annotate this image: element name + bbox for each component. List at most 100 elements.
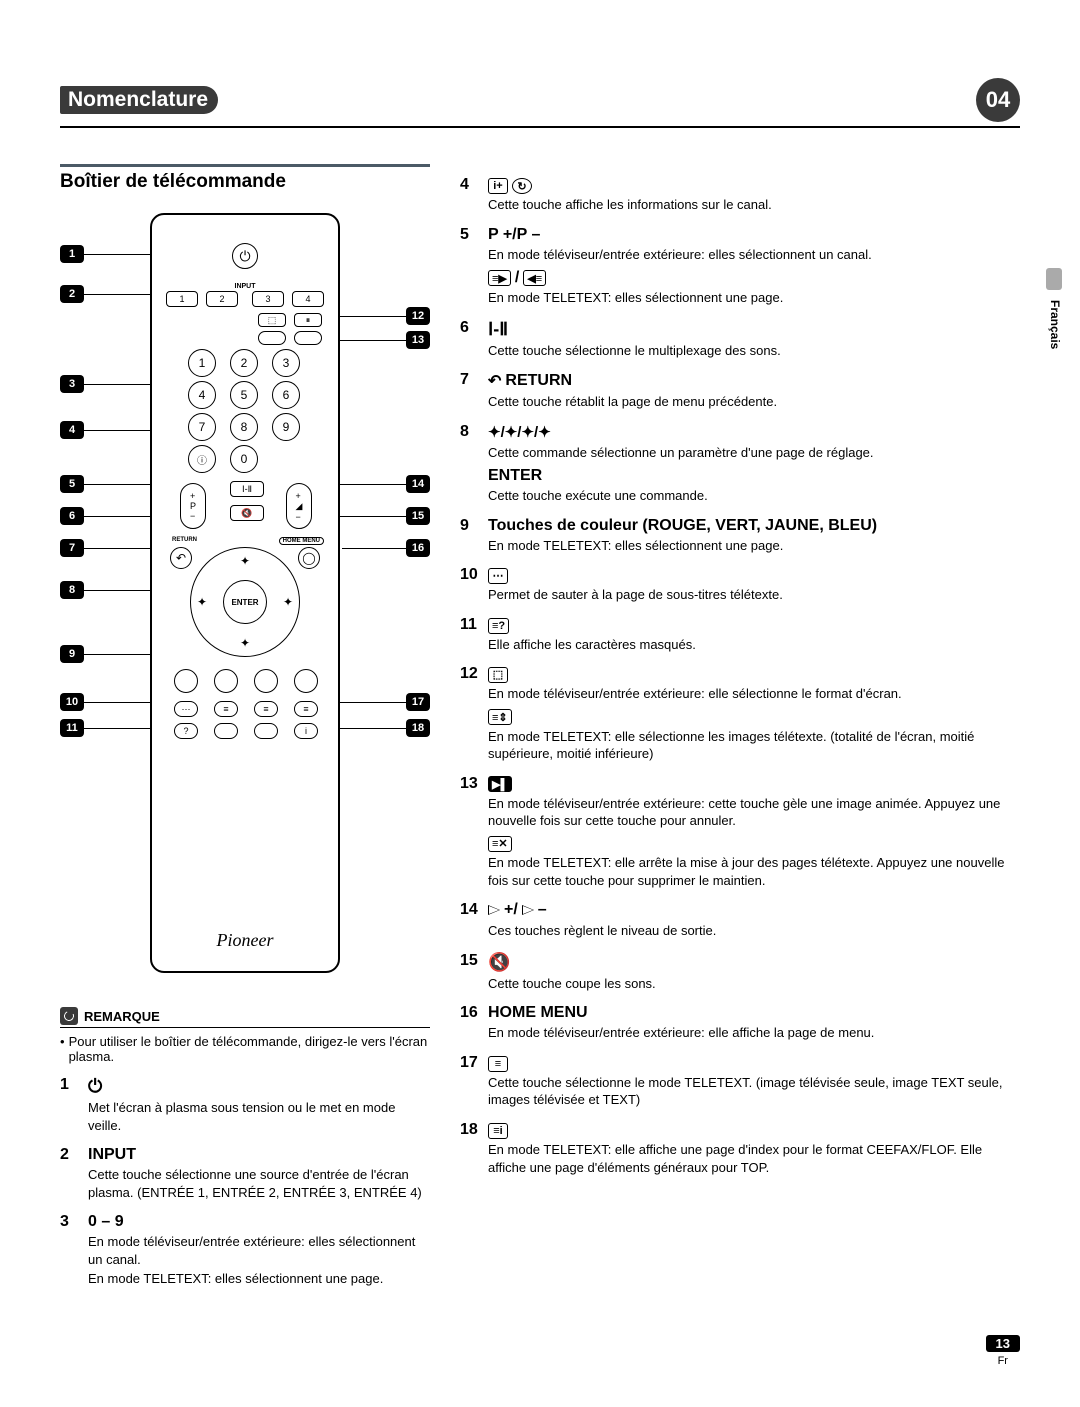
- desc-item: 5P +/P –En mode téléviseur/entrée extéri…: [460, 226, 1020, 307]
- item-number: 10: [460, 566, 488, 604]
- mute-button: 🔇: [230, 505, 264, 521]
- input-2: 2: [206, 291, 238, 307]
- item-body: ↶ RETURNCette touche rétablit la page de…: [488, 371, 1020, 411]
- item-desc: Elle affiche les caractères masqués.: [488, 636, 1020, 654]
- desc-item: 9Touches de couleur (ROUGE, VERT, JAUNE,…: [460, 517, 1020, 555]
- left-column: Boîtier de télécommande 1 2 3 4 5 6 7 8 …: [60, 164, 430, 1288]
- item-desc: En mode téléviseur/entrée extérieure: el…: [488, 246, 1020, 264]
- home-menu-button: ◯: [298, 547, 320, 569]
- p-rocker: +P−: [180, 483, 206, 529]
- item-label: ✦/✦/✦/✦: [488, 423, 551, 441]
- lead-line: [336, 516, 406, 517]
- item-body: ⬚ En mode téléviseur/entrée extérieure: …: [488, 665, 1020, 762]
- callout-16: 16: [406, 539, 430, 557]
- num-5: 5: [230, 381, 258, 409]
- desc-item: 11≡? Elle affiche les caractères masqués…: [460, 616, 1020, 654]
- item-desc2: En mode TELETEXT: elle sélectionne les i…: [488, 728, 1020, 763]
- callout-18: 18: [406, 719, 430, 737]
- item-body: INPUTCette touche sélectionne une source…: [88, 1146, 430, 1201]
- callout-2: 2: [60, 285, 84, 303]
- item-number: 13: [460, 775, 488, 890]
- desc-item: 30 – 9En mode téléviseur/entrée extérieu…: [60, 1213, 430, 1288]
- callout-15: 15: [406, 507, 430, 525]
- item-desc2: En mode TELETEXT: elle arrête la mise à …: [488, 854, 1020, 889]
- item-desc: En mode téléviseur/entrée extérieure: el…: [488, 685, 1020, 703]
- item-desc2: En mode TELETEXT: elles sélectionnent un…: [488, 289, 1020, 307]
- item-desc: Cette touche coupe les sons.: [488, 975, 1020, 993]
- item-sub-icon: ≡⇕: [488, 709, 512, 725]
- item-body: Touches de couleur (ROUGE, VERT, JAUNE, …: [488, 517, 1020, 555]
- item-number: 8: [460, 423, 488, 505]
- num-2: 2: [230, 349, 258, 377]
- item-sub-label: ENTER: [488, 467, 542, 485]
- language-tab: Français: [1048, 300, 1062, 349]
- note-title: REMARQUE: [84, 1009, 160, 1024]
- item-number: 18: [460, 1121, 488, 1176]
- item-label-text: HOME MENU: [488, 1004, 588, 1022]
- item-number: 4: [460, 176, 488, 214]
- desc-item: 10⋯ Permet de sauter à la page de sous-t…: [460, 566, 1020, 604]
- enter-button: ENTER: [223, 580, 267, 624]
- item-label: ≡: [488, 1056, 508, 1072]
- item-label: P +/P –: [488, 226, 540, 244]
- callout-9: 9: [60, 645, 84, 663]
- blue-button: [294, 669, 318, 693]
- item-body: ⏻ Met l'écran à plasma sous tension ou l…: [88, 1076, 430, 1134]
- lead-line: [84, 294, 154, 295]
- return-button: ↶: [170, 547, 192, 569]
- item-number: 16: [460, 1004, 488, 1042]
- callout-3: 3: [60, 375, 84, 393]
- item-body: ≡? Elle affiche les caractères masqués.: [488, 616, 1020, 654]
- desc-item: 17≡ Cette touche sélectionne le mode TEL…: [460, 1054, 1020, 1109]
- item-desc: Met l'écran à plasma sous tension ou le …: [88, 1099, 430, 1134]
- item-number: 14: [460, 901, 488, 940]
- item-label: i+ ↻: [488, 178, 532, 194]
- desc-item: 7↶ RETURNCette touche rétablit la page d…: [460, 371, 1020, 411]
- txt-btn: ≡: [254, 701, 278, 717]
- note-icon: [60, 1007, 78, 1025]
- item-label: 0 – 9: [88, 1213, 124, 1231]
- num-1: 1: [188, 349, 216, 377]
- item-body: +/ – Ces touches règlent le niveau de so…: [488, 901, 1020, 940]
- callout-14: 14: [406, 475, 430, 493]
- chapter-number-badge: 04: [976, 78, 1020, 122]
- remote-diagram: 1 2 3 4 5 6 7 8 9 10 11 12 13: [60, 203, 430, 993]
- reveal-button: ?: [174, 723, 198, 739]
- side-tab-bar: [1046, 268, 1062, 290]
- input-label: INPUT: [235, 283, 256, 290]
- callout-6: 6: [60, 507, 84, 525]
- lead-line: [342, 548, 406, 549]
- page-number: 13: [986, 1335, 1020, 1352]
- desc-item: 15🔇 Cette touche coupe les sons.: [460, 952, 1020, 993]
- item-label-text: INPUT: [88, 1146, 136, 1164]
- green-button: [214, 669, 238, 693]
- remote-body: ⏻ INPUT 1 2 3 4 ⬚ ⏸ 1 2 3 4 5 6 7 8: [150, 213, 340, 973]
- item-body: HOME MENUEn mode téléviseur/entrée extér…: [488, 1004, 1020, 1042]
- vol-rocker: +◢−: [286, 483, 312, 529]
- lead-line: [336, 484, 406, 485]
- item-label-text: RETURN: [505, 372, 572, 390]
- callout-13: 13: [406, 331, 430, 349]
- section-rule: [60, 164, 430, 167]
- section-title: Boîtier de télécommande: [60, 171, 430, 193]
- item-number: 2: [60, 1146, 88, 1201]
- freeze-button: ⏸: [294, 313, 322, 327]
- num-4: 4: [188, 381, 216, 409]
- brand-logo: Pioneer: [152, 930, 338, 951]
- home-menu-label: HOME MENU: [279, 537, 324, 545]
- input-4: 4: [292, 291, 324, 307]
- small-btn: [258, 331, 286, 345]
- desc-item: 18≡i En mode TELETEXT: elle affiche une …: [460, 1121, 1020, 1176]
- red-button: [174, 669, 198, 693]
- item-label: INPUT: [88, 1146, 136, 1164]
- item-body: ✦/✦/✦/✦ Cette commande sélectionne un pa…: [488, 423, 1020, 505]
- item-label: +/ –: [488, 901, 547, 919]
- item-label: ↶ RETURN: [488, 371, 572, 391]
- dpad-ring: ENTER ✦ ✦ ✦ ✦: [190, 547, 300, 657]
- item-body: 🔇 Cette touche coupe les sons.: [488, 952, 1020, 993]
- item-desc: En mode TELETEXT: elle affiche une page …: [488, 1141, 1020, 1176]
- item-desc2: En mode TELETEXT: elles sélectionnent un…: [88, 1270, 430, 1288]
- item-label: ⬚: [488, 667, 508, 683]
- num-3: 3: [272, 349, 300, 377]
- up-arrow-icon: ✦: [240, 554, 250, 568]
